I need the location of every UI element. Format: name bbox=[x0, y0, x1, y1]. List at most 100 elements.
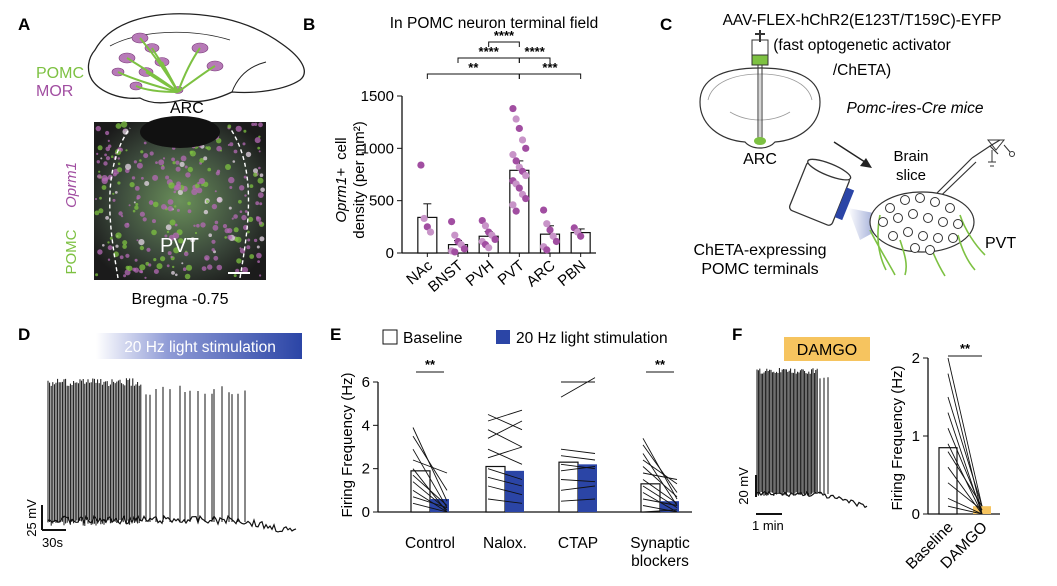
micrograph-cell bbox=[211, 239, 216, 244]
panel-letter-f: F bbox=[732, 325, 742, 344]
micrograph-cell bbox=[101, 175, 108, 182]
scale-d-mv: 25 mV bbox=[24, 499, 39, 537]
micrograph-cell bbox=[97, 145, 103, 151]
micrograph-cell bbox=[194, 183, 200, 189]
micrograph-cell bbox=[183, 251, 189, 257]
chart-b-point bbox=[543, 220, 551, 228]
chart-b-point bbox=[481, 222, 490, 230]
micrograph-cell bbox=[171, 157, 176, 162]
chart-e-pair-line bbox=[412, 489, 448, 513]
micrograph-cell bbox=[184, 165, 188, 169]
micrograph-cell bbox=[101, 185, 107, 190]
micrograph-cell bbox=[259, 274, 262, 277]
chart-b-point bbox=[485, 244, 493, 252]
chart-e-xtick-label: Nalox. bbox=[483, 535, 527, 552]
chart-b-bar bbox=[417, 216, 438, 254]
micrograph-cell bbox=[105, 156, 111, 161]
trace-d-spikes bbox=[47, 378, 246, 526]
micrograph-cell bbox=[229, 142, 234, 147]
chart-e-pair-line bbox=[560, 498, 596, 502]
micrograph-cell bbox=[253, 238, 258, 243]
chart-f-pair-line bbox=[947, 357, 983, 507]
micrograph-cell bbox=[207, 167, 211, 172]
micrograph-cell bbox=[141, 176, 144, 180]
panel-d: D 20 Hz light stimulation 25 mV 30s bbox=[18, 325, 302, 550]
stim-label: 20 Hz light stimulation bbox=[124, 339, 276, 356]
cerebellum-line bbox=[231, 61, 267, 93]
micrograph-cell bbox=[161, 204, 167, 210]
micrograph-cell bbox=[125, 149, 128, 152]
chart-f-pair-line bbox=[947, 373, 983, 515]
chart-e-significance-label: ** bbox=[425, 357, 436, 372]
micrograph-cell bbox=[172, 265, 175, 269]
micrograph-cell bbox=[233, 227, 239, 233]
chart-e-bar-baseline bbox=[640, 483, 661, 513]
chart-b-xtick-label: BNST bbox=[425, 257, 467, 296]
micrograph-cell bbox=[173, 190, 177, 194]
micrograph-cell bbox=[98, 208, 104, 214]
micrograph-cell bbox=[96, 160, 101, 164]
micrograph-cell bbox=[123, 128, 126, 131]
micrograph-cell bbox=[171, 271, 175, 275]
micrograph-cell bbox=[110, 155, 114, 158]
panel-letter-d: D bbox=[18, 325, 30, 344]
amplifier-wire bbox=[971, 139, 1001, 159]
micrograph-cell bbox=[165, 224, 172, 231]
micrograph-cell bbox=[97, 249, 103, 255]
micrograph-cell bbox=[258, 150, 261, 153]
micrograph-cell bbox=[233, 149, 238, 154]
panel-f: F DAMGO 20 mV 1 min Firing Frequency (Hz… bbox=[732, 325, 1000, 573]
micrograph-cell bbox=[251, 122, 255, 127]
micrograph-cell bbox=[224, 236, 227, 239]
cheta-label-1: ChETA-expressing bbox=[693, 242, 826, 259]
chart-b-point bbox=[522, 194, 530, 203]
chart-e-pair-line bbox=[560, 448, 596, 454]
chart-b-point bbox=[543, 246, 551, 254]
micrograph-cell bbox=[234, 236, 239, 242]
micrograph-cell bbox=[179, 161, 185, 167]
micrograph-cell bbox=[144, 181, 150, 186]
trace-f-spikes bbox=[756, 368, 829, 496]
micrograph-cell bbox=[160, 165, 165, 170]
chart-b-point bbox=[522, 171, 530, 180]
micrograph-cell bbox=[180, 155, 187, 162]
pvt-neuron-icon bbox=[878, 217, 888, 227]
chart-e-xtick-label: Control bbox=[405, 535, 455, 552]
micrograph-label-pomc: POMC bbox=[63, 229, 80, 274]
micrograph-cell bbox=[201, 266, 207, 271]
pvt-neuron-icon bbox=[938, 217, 948, 227]
micrograph-cell bbox=[148, 200, 154, 205]
panel-letter-e: E bbox=[330, 325, 341, 344]
ventricle bbox=[140, 116, 220, 148]
chart-e-pair-line bbox=[487, 476, 523, 487]
micrograph-cell bbox=[225, 164, 231, 170]
damgo-label: DAMGO bbox=[797, 342, 857, 359]
slice-label-pvt: PVT bbox=[985, 235, 1016, 252]
micrograph-cell bbox=[139, 264, 146, 271]
micrograph-cell bbox=[216, 264, 223, 271]
chart-f-bars: ** bbox=[938, 341, 991, 515]
chart-e-pair-line bbox=[642, 453, 678, 506]
micrograph-cell bbox=[95, 198, 97, 200]
damgo-bar bbox=[784, 337, 870, 361]
micrograph-cell bbox=[115, 232, 122, 239]
chart-b-point bbox=[451, 231, 459, 239]
pvt-neuron-icon bbox=[900, 195, 910, 205]
micrograph-cell bbox=[167, 251, 172, 256]
micrograph-cell bbox=[256, 252, 262, 259]
micrograph-cell bbox=[194, 231, 198, 235]
chart-b-significance-label: **** bbox=[494, 28, 515, 43]
chart-b-ylabel: Oprm1+ cell bbox=[333, 137, 350, 222]
micrograph-cell bbox=[176, 181, 181, 187]
micrograph-cell bbox=[190, 237, 196, 243]
micrograph-cell bbox=[104, 153, 107, 157]
panel-e: E Baseline 20 Hz light stimulation Firin… bbox=[330, 325, 692, 570]
panel-a: A POMC MO bbox=[18, 13, 305, 308]
chart-e-pair-line bbox=[560, 463, 596, 470]
syringe-virus bbox=[751, 54, 769, 66]
micrograph-cell bbox=[247, 230, 250, 234]
scale-d-s: 30s bbox=[42, 535, 63, 550]
micrograph-cell bbox=[259, 173, 264, 177]
chart-e-ytick-label: 2 bbox=[362, 461, 370, 478]
